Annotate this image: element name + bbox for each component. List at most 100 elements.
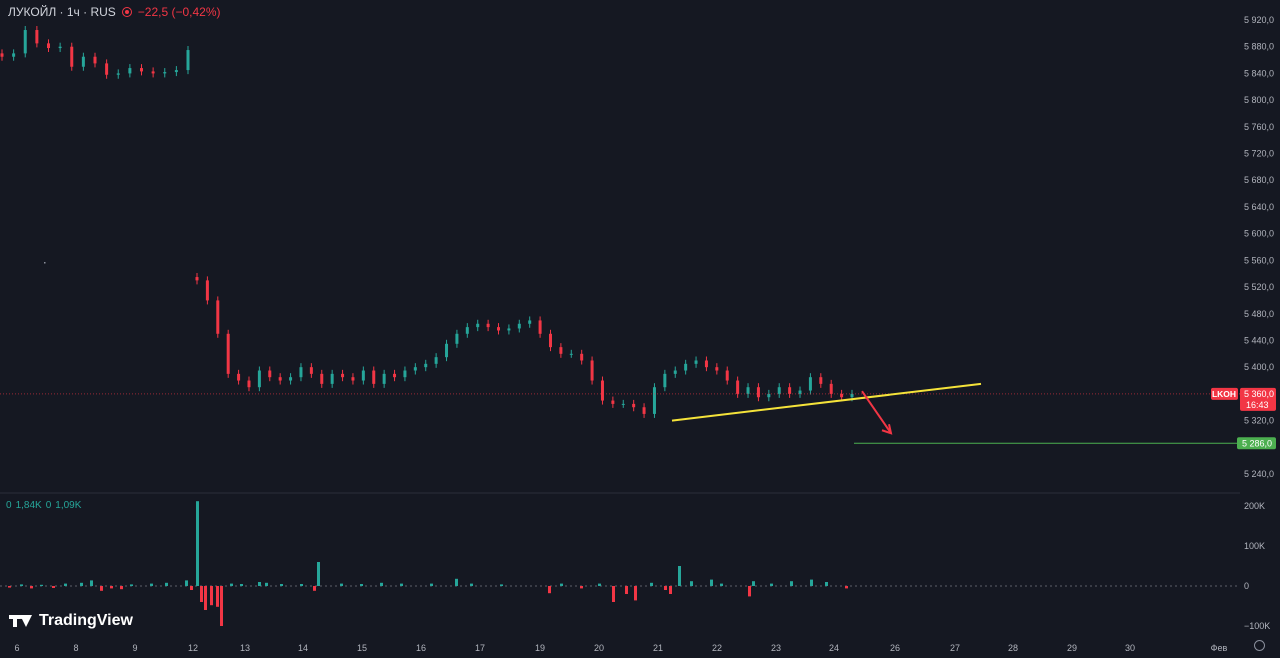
- candle-body: [93, 56, 97, 64]
- candle-body: [237, 373, 241, 381]
- volume-bar: [300, 584, 303, 586]
- tradingview-logo-icon: [9, 614, 33, 628]
- volume-bar: [30, 586, 33, 589]
- volume-bar: [258, 582, 261, 586]
- candle-body: [611, 400, 615, 404]
- candle-body: [320, 373, 324, 384]
- volume-bar: [748, 586, 751, 597]
- time-tick-label: 14: [298, 643, 308, 653]
- volume-bar: [678, 566, 681, 586]
- chart-header: ЛУКОЙЛ · 1ч · RUS −22,5 (−0,42%): [8, 4, 221, 20]
- time-tick-label: 24: [829, 643, 839, 653]
- candle-body: [128, 68, 132, 74]
- volume-bar: [360, 584, 363, 586]
- candle-body: [465, 327, 469, 334]
- candle-body: [278, 377, 282, 381]
- volume-bar: [598, 583, 601, 586]
- volume-bar: [52, 586, 55, 588]
- ticker-badge: [1211, 387, 1238, 400]
- volume-bar: [280, 584, 283, 586]
- price-tick-label: 5 320,0: [1244, 416, 1274, 426]
- volume-bar: [720, 583, 723, 586]
- candle-body: [486, 323, 490, 328]
- ticker-label: LKOH: [1212, 389, 1236, 399]
- time-tick-label: 16: [416, 643, 426, 653]
- candle-body: [569, 353, 573, 355]
- volume-bar: [150, 583, 153, 586]
- candles-layer: [0, 26, 854, 418]
- volume-bar: [130, 584, 133, 586]
- candle-body: [257, 370, 261, 388]
- price-tick-label: 5 800,0: [1244, 95, 1274, 105]
- time-tick-label: 19: [535, 643, 545, 653]
- price-tick-label: 5 760,0: [1244, 122, 1274, 132]
- candle-body: [632, 403, 636, 408]
- candle-body: [330, 373, 334, 384]
- candle-body: [268, 370, 272, 378]
- price-tick-label: 5 840,0: [1244, 68, 1274, 78]
- time-tick-label: 26: [890, 643, 900, 653]
- candle-body: [829, 383, 833, 394]
- time-tick-label: 17: [475, 643, 485, 653]
- volume-bar: [669, 586, 672, 594]
- price-tick-label: 5 880,0: [1244, 42, 1274, 52]
- candle-body: [704, 360, 708, 368]
- candle-body: [434, 357, 438, 364]
- volume-bar: [548, 586, 551, 594]
- time-tick-label: 28: [1008, 643, 1018, 653]
- volume-bar: [470, 583, 473, 586]
- target-price-label: 5 286,0: [1242, 438, 1272, 448]
- price-tick-label: 5 680,0: [1244, 175, 1274, 185]
- time-tick-label: 23: [771, 643, 781, 653]
- candle-body: [652, 387, 656, 414]
- last-price-badge: [1240, 387, 1276, 411]
- volume-tick-label: 200K: [1244, 501, 1265, 511]
- candle-body: [216, 300, 220, 334]
- candle-body: [548, 333, 552, 348]
- candle-body: [507, 328, 511, 331]
- candle-body: [621, 403, 625, 405]
- drawings-layer: LKOH 5 360,016:43 5 286,0: [0, 262, 1276, 450]
- time-tick-label: 15: [357, 643, 367, 653]
- volume-bar: [664, 586, 667, 590]
- candle-body: [105, 63, 109, 75]
- volume-bar: [216, 586, 219, 607]
- volume-bar: [210, 586, 213, 606]
- candle-body: [151, 71, 155, 74]
- symbol-title[interactable]: ЛУКОЙЛ · 1ч · RUS: [8, 5, 116, 19]
- candle-body: [455, 333, 459, 344]
- volume-bar: [120, 586, 123, 590]
- candle-body: [476, 323, 480, 328]
- candle-body: [819, 377, 823, 384]
- volume-bar: [790, 581, 793, 586]
- volume-legend: 0 1,84K 0 1,09K: [6, 500, 81, 511]
- time-tick-label: 6: [14, 643, 19, 653]
- candle-body: [205, 280, 209, 301]
- price-tick-label: 5 720,0: [1244, 149, 1274, 159]
- candle-body: [58, 46, 62, 49]
- candle-body: [850, 393, 854, 398]
- projection-arrow-head: [881, 424, 893, 435]
- candle-body: [684, 363, 688, 371]
- settings-icon[interactable]: [1254, 640, 1265, 651]
- volume-bar: [430, 583, 433, 586]
- volume-bar: [90, 580, 93, 586]
- time-tick-label: 9: [132, 643, 137, 653]
- candle-body: [663, 373, 667, 388]
- candle-body: [163, 72, 167, 74]
- candle-body: [715, 367, 719, 371]
- volume-bar: [380, 582, 383, 586]
- candle-body: [393, 373, 397, 378]
- tradingview-logo-text: TradingView: [39, 612, 133, 629]
- candle-body: [517, 323, 521, 329]
- target-badge: [1237, 437, 1276, 450]
- volume-bar: [185, 580, 188, 586]
- volume-bar: [110, 586, 113, 589]
- volume-bar: [196, 501, 199, 586]
- candle-body: [642, 407, 646, 414]
- tradingview-logo[interactable]: TradingView: [9, 612, 133, 630]
- candle-body: [413, 367, 417, 371]
- market-status-icon: [121, 7, 132, 17]
- candle-body: [12, 53, 16, 57]
